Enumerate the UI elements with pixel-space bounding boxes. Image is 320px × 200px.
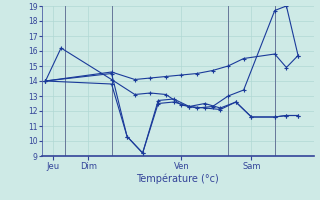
X-axis label: Température (°c): Température (°c) <box>136 173 219 184</box>
